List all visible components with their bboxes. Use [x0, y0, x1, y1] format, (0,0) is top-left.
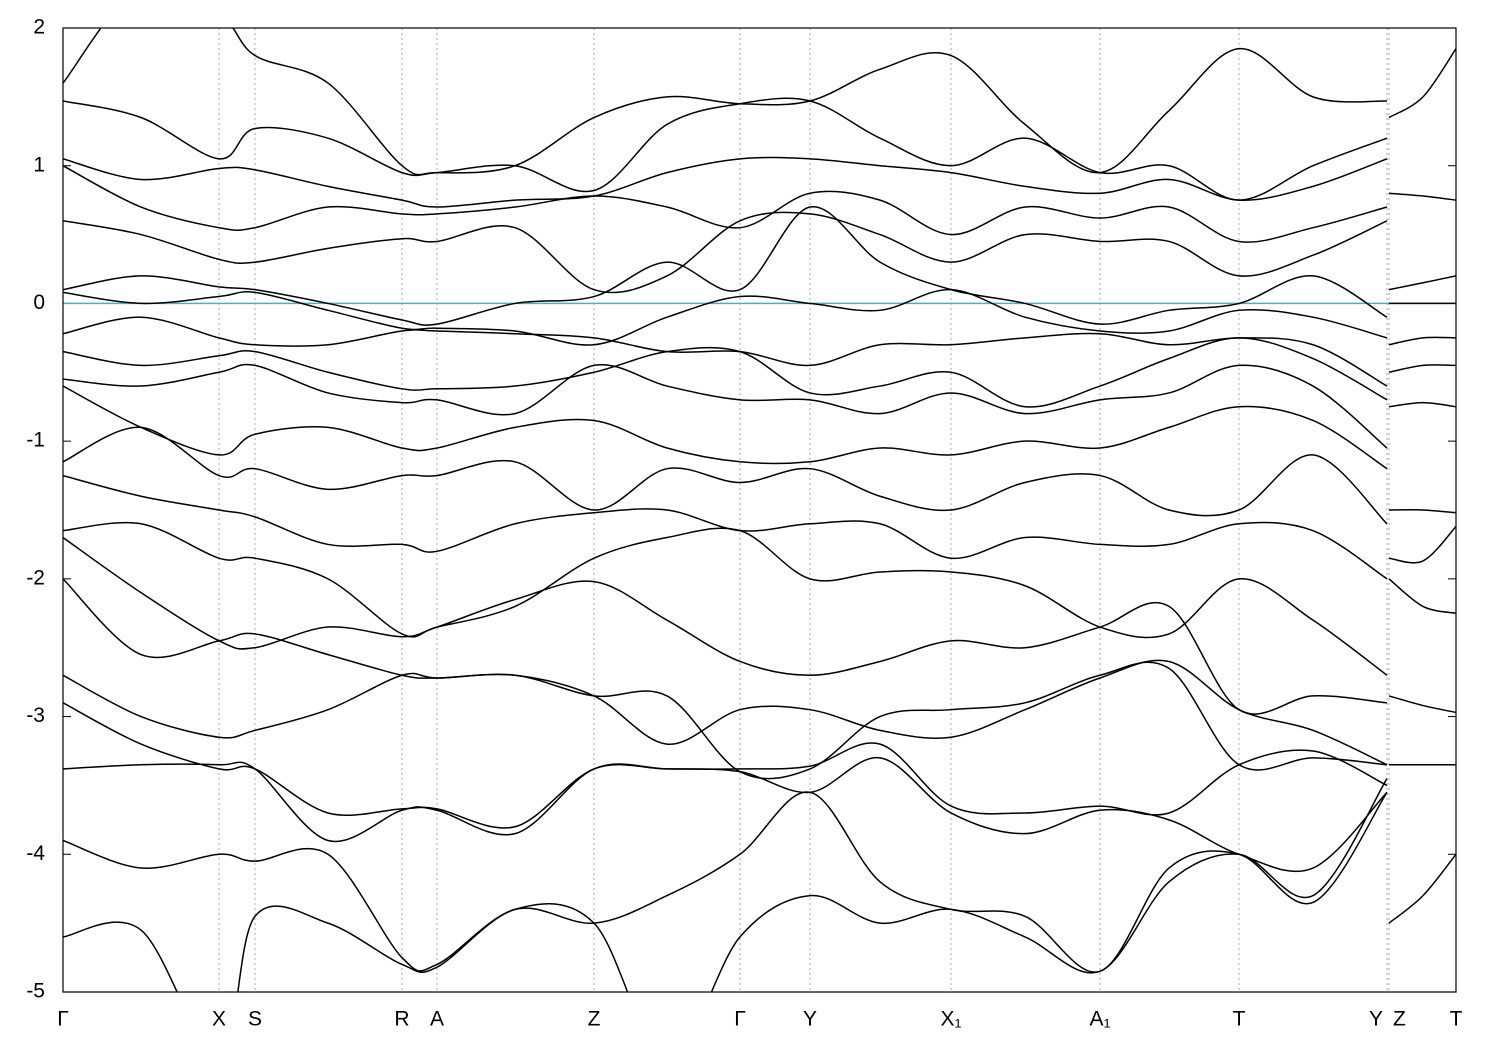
y-tick-label: 2: [33, 16, 45, 39]
band: [63, 521, 1388, 676]
bands: [63, 28, 1456, 992]
band: [63, 28, 1456, 176]
y-tick-label: 0: [33, 291, 45, 314]
x-tick-label: T: [1450, 1008, 1463, 1031]
x-tick-label: T: [1233, 1008, 1246, 1031]
x-tick-label: A: [430, 1008, 444, 1031]
band: [63, 288, 1456, 408]
y-tick-label: -4: [26, 842, 45, 865]
x-tick-label: Y: [1369, 1008, 1383, 1031]
band: [63, 578, 1388, 766]
x-tick-label: Γ: [734, 1008, 746, 1031]
x-tick-label: Γ: [57, 1008, 69, 1031]
band: [63, 474, 1456, 924]
band: [63, 316, 1456, 514]
band: [63, 385, 1456, 714]
band: [63, 165, 1456, 305]
x-tick-label: Z: [1393, 1008, 1406, 1031]
band: [63, 426, 1456, 766]
y-tick-label: 1: [33, 153, 45, 176]
band: [63, 337, 1456, 564]
band: [63, 206, 1456, 374]
y-tick-label: -2: [26, 566, 45, 589]
x-tick-label: A₁: [1089, 1008, 1110, 1031]
band: [63, 536, 1388, 715]
band: [63, 778, 1388, 992]
x-tick-label: X₁: [940, 1008, 961, 1031]
band: [63, 702, 1388, 829]
x-tick-label: Z: [588, 1008, 601, 1031]
band: [63, 791, 1388, 973]
band: [63, 363, 1456, 615]
band: [63, 97, 1456, 201]
y-tick-label: -5: [26, 980, 45, 1003]
band: [63, 661, 1388, 780]
x-tick-label: Y: [803, 1008, 817, 1031]
band: [63, 757, 1388, 873]
x-tick-label: R: [394, 1008, 409, 1031]
plot-frame: [62, 27, 1457, 993]
band: [63, 156, 1456, 291]
y-tick-label: -1: [26, 429, 45, 452]
x-tick-label: X: [212, 1008, 226, 1031]
band: [63, 211, 1456, 346]
x-tick-label: S: [248, 1008, 262, 1031]
y-tick-label: -3: [26, 704, 45, 727]
